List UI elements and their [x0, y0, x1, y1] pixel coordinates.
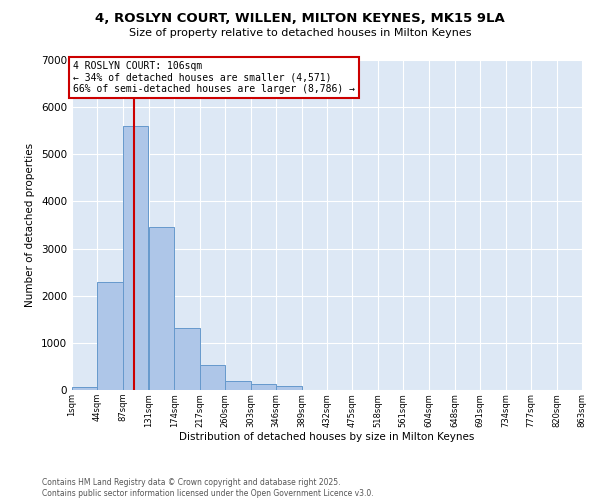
Bar [276, 386, 302, 390]
Bar [149, 228, 175, 390]
Y-axis label: Number of detached properties: Number of detached properties [25, 143, 35, 307]
Bar [123, 126, 148, 390]
Text: Contains HM Land Registry data © Crown copyright and database right 2025.
Contai: Contains HM Land Registry data © Crown c… [42, 478, 374, 498]
Bar [251, 384, 276, 390]
Bar [200, 366, 225, 390]
Bar [72, 387, 97, 390]
Text: 4, ROSLYN COURT, WILLEN, MILTON KEYNES, MK15 9LA: 4, ROSLYN COURT, WILLEN, MILTON KEYNES, … [95, 12, 505, 26]
Text: 4 ROSLYN COURT: 106sqm
← 34% of detached houses are smaller (4,571)
66% of semi-: 4 ROSLYN COURT: 106sqm ← 34% of detached… [73, 61, 355, 94]
X-axis label: Distribution of detached houses by size in Milton Keynes: Distribution of detached houses by size … [179, 432, 475, 442]
Text: Size of property relative to detached houses in Milton Keynes: Size of property relative to detached ho… [129, 28, 471, 38]
Bar [97, 282, 123, 390]
Bar [175, 328, 200, 390]
Bar [225, 381, 251, 390]
